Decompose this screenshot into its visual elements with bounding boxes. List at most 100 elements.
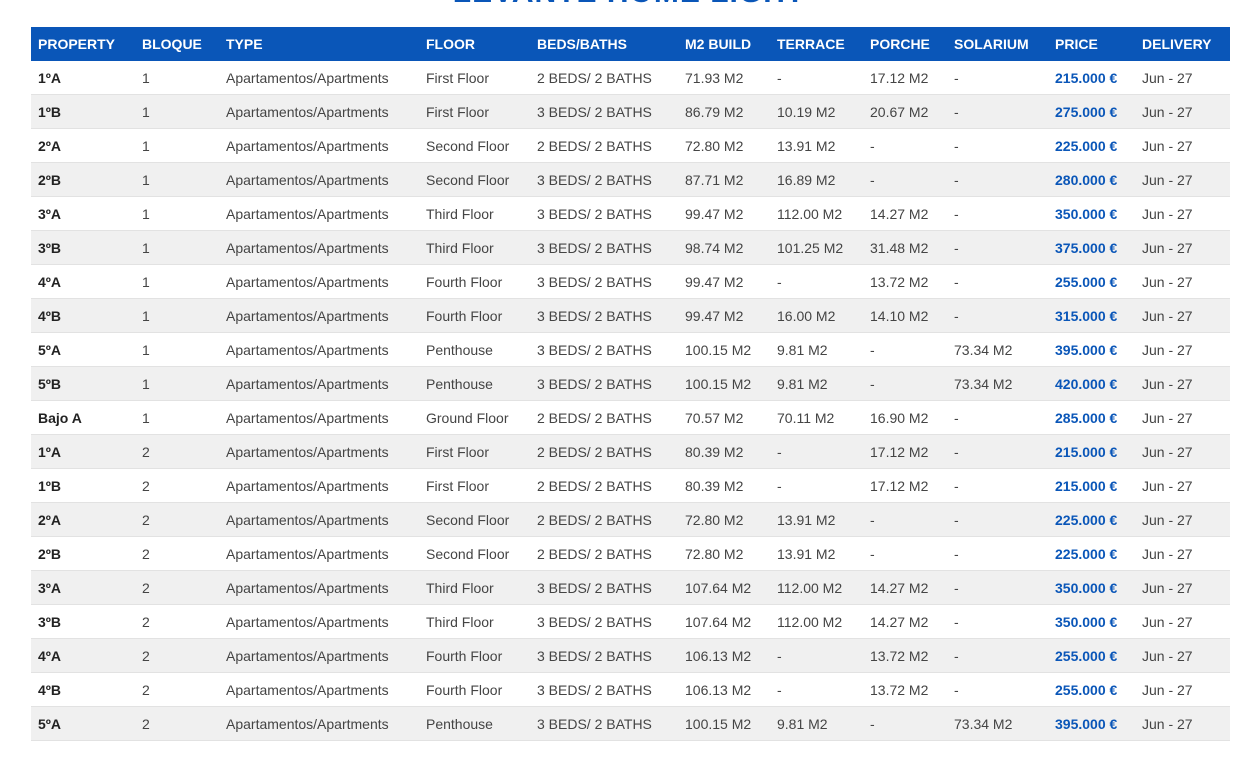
table-cell: 73.34 M2 [947, 332, 1048, 367]
table-cell: 2 [135, 706, 219, 741]
table-cell: 99.47 M2 [678, 264, 770, 299]
table-cell: 3 BEDS/ 2 BATHS [530, 196, 678, 231]
table-cell: 71.93 M2 [678, 61, 770, 95]
table-cell: - [947, 400, 1048, 435]
table-cell: 350.000 € [1048, 570, 1135, 605]
table-row: 4ºB 2 Apartamentos/Apartments Fourth Floor 3… [31, 672, 1230, 707]
table-cell: Apartamentos/Apartments [219, 128, 419, 163]
table-cell: - [947, 61, 1048, 95]
table-cell: 1 [135, 230, 219, 265]
table-cell: First Floor [419, 94, 530, 129]
table-row: 2ºB 1 Apartamentos/Apartments Second Floor 3… [31, 162, 1230, 197]
table-cell: Jun - 27 [1135, 61, 1230, 95]
page-title: LEVANTE HOME LIGHT [0, 0, 1258, 8]
table-cell: 255.000 € [1048, 264, 1135, 299]
table-cell: Apartamentos/Apartments [219, 366, 419, 401]
table-cell: Jun - 27 [1135, 604, 1230, 639]
column-header: SOLARIUM [947, 27, 1048, 61]
table-cell: Jun - 27 [1135, 128, 1230, 163]
table-row: 1ºA 2 Apartamentos/Apartments First Floor 2 … [31, 434, 1230, 469]
table-cell: Jun - 27 [1135, 264, 1230, 299]
table-cell: 13.72 M2 [863, 672, 947, 707]
table-cell: 1 [135, 400, 219, 435]
table-cell: 80.39 M2 [678, 468, 770, 503]
table-cell: - [947, 162, 1048, 197]
table-cell: Apartamentos/Apartments [219, 570, 419, 605]
table-cell: - [863, 366, 947, 401]
table-cell: 315.000 € [1048, 298, 1135, 333]
table-cell: 98.74 M2 [678, 230, 770, 265]
table-cell: 2 BEDS/ 2 BATHS [530, 400, 678, 435]
table-cell: Bajo A [31, 400, 135, 435]
table-cell: 1ºA [31, 61, 135, 95]
table-cell: 13.91 M2 [770, 128, 863, 163]
table-cell: 2 BEDS/ 2 BATHS [530, 61, 678, 95]
table-cell: - [947, 468, 1048, 503]
table-cell: 3 BEDS/ 2 BATHS [530, 230, 678, 265]
table-cell: Apartamentos/Apartments [219, 502, 419, 537]
table-cell: 285.000 € [1048, 400, 1135, 435]
table-cell: Apartamentos/Apartments [219, 434, 419, 469]
table-cell: - [947, 230, 1048, 265]
table-row: 2ºA 1 Apartamentos/Apartments Second Floor 2… [31, 128, 1230, 163]
table-cell: Fourth Floor [419, 298, 530, 333]
table-cell: 107.64 M2 [678, 604, 770, 639]
table-cell: 1 [135, 298, 219, 333]
table-cell: 73.34 M2 [947, 706, 1048, 741]
table-cell: - [947, 604, 1048, 639]
table-cell: Penthouse [419, 366, 530, 401]
table-cell: Third Floor [419, 196, 530, 231]
column-header: PORCHE [863, 27, 947, 61]
table-row: 4ºB 1 Apartamentos/Apartments Fourth Floor 3… [31, 298, 1230, 333]
table-row: 2ºA 2 Apartamentos/Apartments Second Floor 2… [31, 502, 1230, 537]
table-cell: 2 [135, 604, 219, 639]
table-cell: 14.10 M2 [863, 298, 947, 333]
table-cell: Second Floor [419, 162, 530, 197]
table-cell: 275.000 € [1048, 94, 1135, 129]
table-cell: 14.27 M2 [863, 196, 947, 231]
column-header: PROPERTY [31, 27, 135, 61]
table-cell: 1 [135, 162, 219, 197]
table-row: 3ºB 1 Apartamentos/Apartments Third Floor 3 … [31, 230, 1230, 265]
table-cell: Jun - 27 [1135, 196, 1230, 231]
table-cell: 17.12 M2 [863, 61, 947, 95]
table-cell: 225.000 € [1048, 502, 1135, 537]
table-cell: 5ºB [31, 366, 135, 401]
table-cell: Jun - 27 [1135, 94, 1230, 129]
table-cell: 5ºA [31, 706, 135, 741]
table-cell: 350.000 € [1048, 196, 1135, 231]
table-cell: 112.00 M2 [770, 604, 863, 639]
table-cell: Jun - 27 [1135, 332, 1230, 367]
table-cell: 3 BEDS/ 2 BATHS [530, 706, 678, 741]
table-cell: 4ºB [31, 672, 135, 707]
table-cell: 3 BEDS/ 2 BATHS [530, 570, 678, 605]
table-cell: - [770, 61, 863, 95]
table-cell: 2 [135, 672, 219, 707]
table-cell: Apartamentos/Apartments [219, 298, 419, 333]
table-cell: 2 BEDS/ 2 BATHS [530, 536, 678, 571]
column-header: BLOQUE [135, 27, 219, 61]
table-cell: 13.72 M2 [863, 638, 947, 673]
table-cell: 13.91 M2 [770, 536, 863, 571]
table-cell: 2 BEDS/ 2 BATHS [530, 502, 678, 537]
table-cell: 395.000 € [1048, 332, 1135, 367]
table-cell: Penthouse [419, 332, 530, 367]
table-cell: Fourth Floor [419, 264, 530, 299]
table-cell: 31.48 M2 [863, 230, 947, 265]
table-cell: Fourth Floor [419, 672, 530, 707]
table-cell: 2 [135, 570, 219, 605]
table-cell: Jun - 27 [1135, 434, 1230, 469]
table-row: 5ºA 2 Apartamentos/Apartments Penthouse 3 BE… [31, 706, 1230, 741]
table-cell: 106.13 M2 [678, 672, 770, 707]
table-cell: 1 [135, 366, 219, 401]
table-cell: - [863, 536, 947, 571]
table-cell: 255.000 € [1048, 672, 1135, 707]
table-cell: 72.80 M2 [678, 128, 770, 163]
table-cell: 100.15 M2 [678, 366, 770, 401]
header-row: PROPERTY BLOQUE TYPE FLOOR BEDS/BATHS M2 BUIL… [31, 27, 1230, 61]
table-cell: - [947, 638, 1048, 673]
table-cell: Apartamentos/Apartments [219, 536, 419, 571]
table-cell: 80.39 M2 [678, 434, 770, 469]
table-cell: Apartamentos/Apartments [219, 672, 419, 707]
